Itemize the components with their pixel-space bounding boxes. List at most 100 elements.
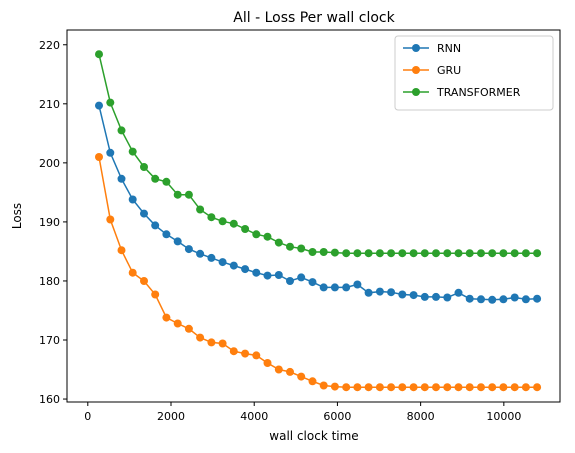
data-point bbox=[95, 50, 103, 59]
data-point bbox=[117, 126, 126, 135]
data-point bbox=[364, 249, 373, 258]
legend-marker bbox=[412, 44, 420, 52]
data-point bbox=[106, 98, 115, 107]
data-point bbox=[443, 249, 452, 258]
data-point bbox=[510, 249, 519, 258]
data-point bbox=[375, 383, 384, 392]
data-point bbox=[263, 232, 272, 241]
data-point bbox=[286, 242, 294, 251]
data-point bbox=[252, 351, 261, 360]
data-point bbox=[477, 383, 485, 392]
data-point bbox=[364, 288, 373, 297]
data-point bbox=[184, 324, 193, 333]
data-point bbox=[342, 283, 351, 292]
data-point bbox=[319, 248, 328, 256]
data-point bbox=[432, 383, 440, 392]
data-point bbox=[488, 249, 497, 258]
x-tick-label: 4000 bbox=[240, 410, 268, 423]
y-tick-label: 210 bbox=[39, 98, 60, 111]
legend-label: TRANSFORMER bbox=[436, 86, 521, 99]
data-point bbox=[443, 383, 452, 392]
data-point bbox=[196, 249, 205, 258]
data-point bbox=[218, 258, 227, 267]
data-point bbox=[454, 288, 463, 297]
data-point bbox=[477, 249, 485, 258]
data-point bbox=[319, 283, 328, 292]
data-point bbox=[330, 382, 339, 391]
data-point bbox=[465, 249, 474, 258]
data-point bbox=[533, 383, 542, 392]
data-point bbox=[207, 253, 216, 262]
legend-marker bbox=[412, 88, 420, 96]
data-point bbox=[521, 249, 530, 258]
series-line bbox=[98, 54, 538, 254]
y-axis-label: Loss bbox=[10, 203, 24, 229]
data-point bbox=[297, 273, 306, 282]
x-tick-label: 0 bbox=[84, 410, 91, 423]
data-point bbox=[151, 290, 160, 299]
data-point bbox=[342, 383, 351, 392]
y-tick-label: 220 bbox=[39, 39, 60, 52]
data-point bbox=[196, 205, 205, 214]
data-point bbox=[218, 339, 227, 348]
data-point bbox=[140, 277, 148, 285]
data-point bbox=[510, 383, 519, 392]
data-point bbox=[229, 261, 238, 270]
data-point bbox=[499, 249, 508, 258]
data-point bbox=[106, 215, 115, 224]
data-point bbox=[241, 265, 250, 274]
x-axis-label: wall clock time bbox=[269, 429, 358, 443]
legend-marker bbox=[412, 66, 420, 74]
data-point bbox=[499, 383, 508, 392]
data-point bbox=[184, 190, 193, 199]
legend: RNN GRU TRANSFORMER bbox=[394, 35, 554, 111]
data-point bbox=[488, 295, 497, 304]
data-point bbox=[432, 249, 440, 258]
data-point bbox=[252, 230, 261, 239]
data-point bbox=[409, 249, 418, 258]
data-point bbox=[521, 295, 530, 304]
data-point bbox=[140, 163, 148, 171]
data-point bbox=[308, 248, 317, 256]
data-point bbox=[398, 249, 407, 258]
data-point bbox=[274, 271, 283, 279]
data-point bbox=[173, 319, 182, 328]
data-point bbox=[420, 249, 429, 258]
data-point bbox=[353, 280, 362, 289]
data-point bbox=[241, 349, 250, 358]
data-point bbox=[353, 383, 362, 392]
data-point bbox=[330, 283, 339, 292]
data-point bbox=[432, 292, 440, 301]
data-point bbox=[162, 313, 171, 322]
data-point bbox=[387, 288, 396, 297]
data-point bbox=[409, 383, 418, 392]
data-point bbox=[263, 271, 272, 280]
series-line bbox=[98, 105, 538, 301]
data-point bbox=[454, 383, 463, 392]
data-point bbox=[297, 244, 306, 253]
data-point bbox=[387, 383, 396, 392]
data-point bbox=[184, 245, 193, 254]
axes-frame bbox=[66, 29, 561, 403]
data-point bbox=[409, 291, 418, 300]
data-point bbox=[128, 147, 137, 156]
y-tick-label: 200 bbox=[39, 157, 60, 170]
data-point bbox=[151, 174, 160, 183]
data-point bbox=[510, 293, 519, 302]
data-point bbox=[173, 237, 182, 246]
data-point bbox=[420, 383, 429, 392]
data-point bbox=[342, 249, 351, 258]
series-line bbox=[98, 156, 538, 388]
data-point bbox=[308, 377, 317, 386]
series-gru bbox=[95, 153, 542, 392]
data-point bbox=[454, 249, 463, 258]
data-point bbox=[477, 295, 485, 304]
data-point bbox=[140, 209, 148, 218]
data-point bbox=[162, 177, 171, 186]
data-point bbox=[420, 292, 429, 301]
series-transformer bbox=[95, 50, 542, 258]
data-point bbox=[106, 148, 115, 157]
data-point bbox=[274, 238, 283, 247]
y-tick-label: 160 bbox=[39, 393, 60, 406]
data-point bbox=[364, 383, 373, 392]
